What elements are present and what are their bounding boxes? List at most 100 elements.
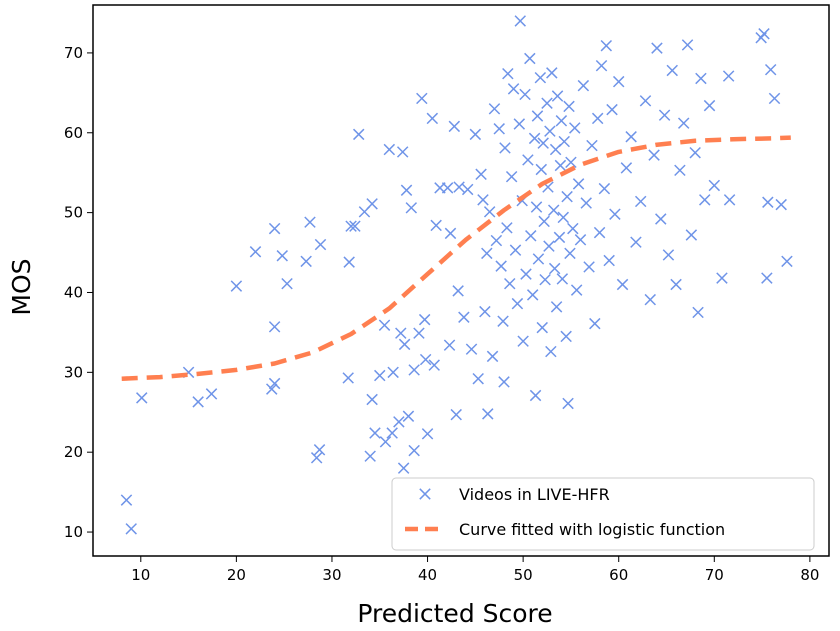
data-point-stroke <box>530 201 543 213</box>
data-point <box>369 427 381 439</box>
data-point <box>430 219 442 232</box>
data-point <box>481 247 493 260</box>
data-point <box>541 97 553 109</box>
data-point <box>349 220 361 232</box>
data-point <box>483 206 496 218</box>
data-point-stroke <box>452 285 464 297</box>
data-point-stroke <box>544 125 556 137</box>
data-point-stroke <box>444 227 457 240</box>
data-point-stroke <box>781 255 793 268</box>
data-point-stroke <box>525 230 537 242</box>
data-point-stroke <box>469 128 482 141</box>
data-point <box>586 139 598 152</box>
data-point-stroke <box>310 452 323 464</box>
legend-box <box>391 477 815 551</box>
data-point <box>525 230 537 242</box>
data-point <box>583 261 595 273</box>
data-point <box>452 285 464 297</box>
data-point-stroke <box>472 372 484 385</box>
data-point <box>764 63 777 76</box>
data-point-stroke <box>501 222 513 234</box>
data-point <box>300 255 312 268</box>
data-point <box>304 216 316 228</box>
data-point-stroke <box>531 110 544 122</box>
data-point-stroke <box>593 226 606 239</box>
data-point-stroke <box>493 123 505 135</box>
data-point <box>395 327 407 339</box>
data-point-stroke <box>192 396 204 408</box>
data-point-stroke <box>519 88 531 101</box>
data-point-stroke <box>689 147 701 159</box>
data-point-stroke <box>482 408 494 420</box>
data-point <box>428 359 440 371</box>
data-point-stroke <box>666 64 678 77</box>
y-tick-label: 30 <box>64 363 83 381</box>
data-point <box>465 343 478 355</box>
data-point-stroke <box>443 339 456 351</box>
data-point-stroke <box>569 122 581 134</box>
data-point-stroke <box>268 377 281 390</box>
data-point-stroke <box>378 319 391 331</box>
data-point-stroke <box>490 234 503 247</box>
data-point <box>396 146 409 158</box>
data-point-stroke <box>526 289 539 301</box>
data-point <box>651 42 663 54</box>
data-point <box>125 523 137 535</box>
data-point-stroke <box>479 305 491 318</box>
data-point <box>722 70 735 82</box>
data-point <box>526 289 539 301</box>
data-point-stroke <box>314 238 327 251</box>
data-point <box>266 383 278 395</box>
data-point <box>580 197 592 209</box>
data-point-stroke <box>517 335 529 347</box>
data-point-stroke <box>342 372 354 384</box>
data-point-stroke <box>369 427 381 439</box>
data-point-stroke <box>495 260 507 272</box>
x-tick-label: 40 <box>418 566 437 584</box>
data-point-stroke <box>761 272 773 284</box>
data-point <box>441 182 454 194</box>
data-point <box>418 313 431 326</box>
data-point <box>120 494 133 506</box>
x-tick-label: 60 <box>609 566 628 584</box>
data-point-stroke <box>764 63 777 76</box>
legend: Videos in LIVE-HFR Curve fitted with log… <box>391 477 815 551</box>
data-point <box>314 238 327 251</box>
data-point-stroke <box>551 90 564 102</box>
data-point-stroke <box>560 330 572 343</box>
data-point <box>644 293 656 306</box>
data-point-stroke <box>562 397 574 410</box>
data-point-stroke <box>230 280 243 292</box>
data-point-stroke <box>556 273 569 285</box>
data-point-stroke <box>634 195 647 208</box>
data-point <box>699 194 711 206</box>
data-point-stroke <box>572 178 585 190</box>
data-point-stroke <box>488 103 501 115</box>
data-point <box>378 319 391 331</box>
data-point <box>534 71 547 84</box>
data-point-stroke <box>548 262 561 275</box>
y-axis-title: MOS <box>7 258 36 315</box>
data-point-stroke <box>408 364 420 376</box>
data-point-stroke <box>529 389 542 402</box>
data-point-stroke <box>498 376 510 388</box>
legend-label-scatter: Videos in LIVE-HFR <box>459 485 610 504</box>
data-point <box>535 163 548 176</box>
data-point <box>761 272 773 284</box>
data-point <box>639 95 652 107</box>
data-point <box>504 277 516 290</box>
data-point-stroke <box>554 159 567 172</box>
data-point-stroke <box>276 250 288 262</box>
data-point-stroke <box>481 247 493 260</box>
data-point <box>544 125 556 137</box>
data-point-stroke <box>524 52 536 65</box>
data-point-stroke <box>567 222 579 235</box>
x-tick-label: 30 <box>322 566 341 584</box>
y-tick-label: 20 <box>64 443 83 461</box>
data-point <box>475 168 487 181</box>
data-point <box>648 149 660 161</box>
data-point-stroke <box>662 249 675 261</box>
data-point-stroke <box>553 231 566 244</box>
data-point <box>453 181 465 193</box>
